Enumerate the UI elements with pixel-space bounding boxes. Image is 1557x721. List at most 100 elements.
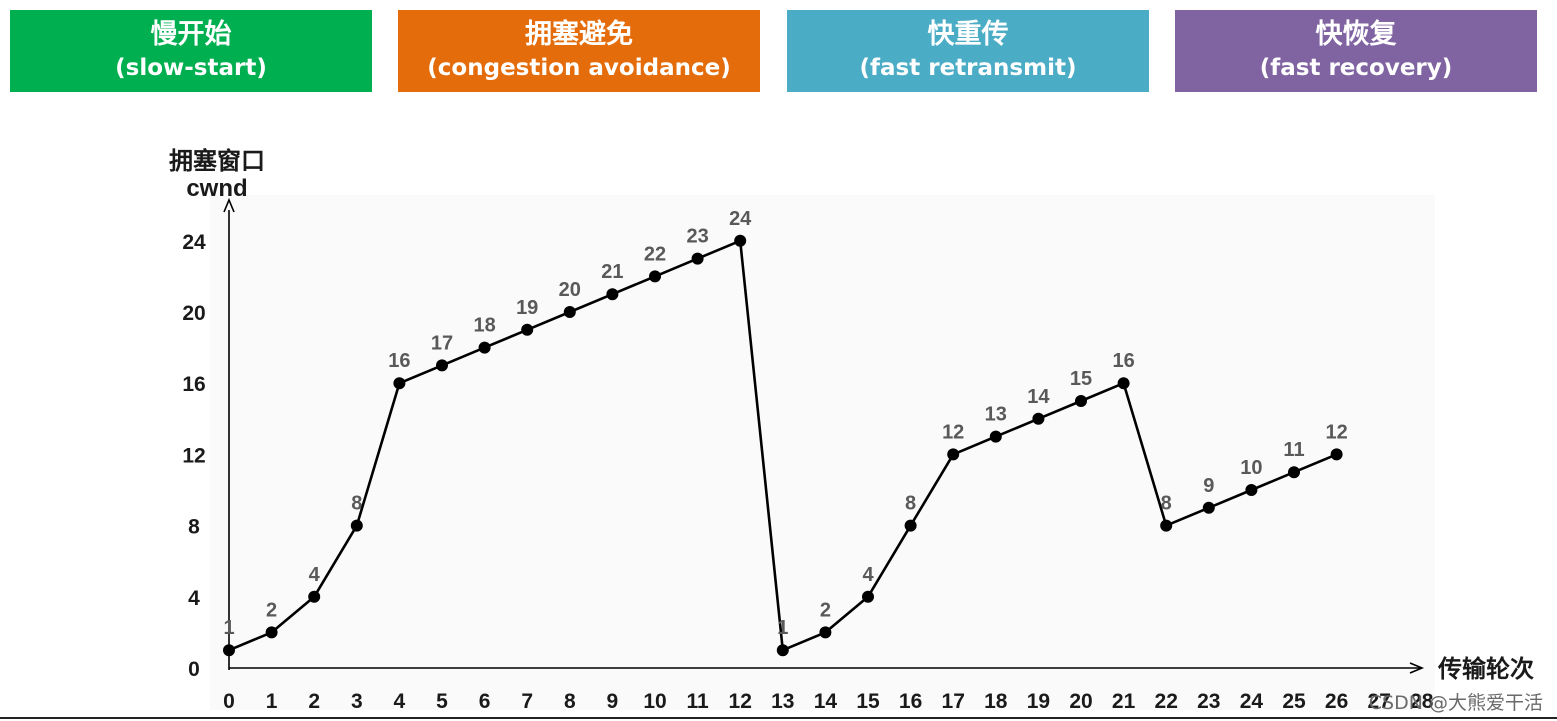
x-tick-label: 15 xyxy=(856,690,880,713)
data-point xyxy=(265,626,278,639)
data-label: 11 xyxy=(1283,439,1304,461)
phase-title-zh: 快恢复 xyxy=(1315,19,1397,50)
y-axis-subtitle: cwnd xyxy=(186,175,247,202)
x-tick-label: 19 xyxy=(1027,690,1050,713)
y-tick-label: 12 xyxy=(182,444,205,467)
data-label: 8 xyxy=(905,493,916,515)
x-tick-label: 22 xyxy=(1155,690,1178,713)
y-axis-title: 拥塞窗口 xyxy=(169,147,265,175)
data-label: 16 xyxy=(1112,350,1134,372)
data-label: 2 xyxy=(266,599,277,621)
phase-box-slow-start: 慢开始 (slow-start) xyxy=(10,10,372,92)
data-point xyxy=(1032,412,1045,425)
y-tick-label: 16 xyxy=(182,373,205,396)
data-label: 16 xyxy=(388,350,410,372)
data-label: 13 xyxy=(985,404,1007,426)
x-tick-label: 17 xyxy=(942,690,965,713)
x-tick-label: 9 xyxy=(607,690,619,713)
data-point xyxy=(521,323,534,336)
y-tick-label: 20 xyxy=(182,302,205,325)
x-tick-label: 11 xyxy=(686,690,709,713)
data-label: 23 xyxy=(686,226,708,248)
data-label: 17 xyxy=(431,332,453,354)
phase-bar: 慢开始 (slow-start) 拥塞避免 (congestion avoida… xyxy=(0,10,1557,94)
data-label: 4 xyxy=(309,564,321,586)
data-label: 8 xyxy=(351,493,362,515)
x-tick-label: 25 xyxy=(1282,690,1306,713)
phase-box-congestion-avoidance: 拥塞避免 (congestion avoidance) xyxy=(398,10,760,92)
data-point xyxy=(904,519,917,532)
data-label: 15 xyxy=(1070,368,1092,390)
data-point xyxy=(308,590,321,603)
x-tick-label: 28 xyxy=(1410,690,1434,713)
x-tick-label: 1 xyxy=(266,690,278,713)
data-point xyxy=(223,644,235,657)
bottom-divider xyxy=(0,717,1557,719)
data-label: 9 xyxy=(1203,475,1214,497)
x-tick-label: 0 xyxy=(223,690,235,713)
data-point xyxy=(350,519,363,532)
x-tick-label: 3 xyxy=(351,690,363,713)
y-tick-label: 24 xyxy=(182,231,206,254)
data-label: 18 xyxy=(473,315,495,337)
x-tick-label: 21 xyxy=(1112,690,1136,713)
x-tick-label: 6 xyxy=(479,690,491,713)
y-axis-arrow xyxy=(223,197,235,213)
x-tick-label: 8 xyxy=(564,690,576,713)
x-tick-label: 20 xyxy=(1069,690,1092,713)
data-point xyxy=(1202,501,1215,514)
y-tick-label: 0 xyxy=(188,658,200,681)
x-axis-arrow xyxy=(1409,662,1425,674)
x-tick-label: 4 xyxy=(394,690,406,713)
x-tick-label: 18 xyxy=(984,690,1008,713)
data-point xyxy=(862,590,874,603)
data-label: 12 xyxy=(1325,421,1347,443)
data-label: 12 xyxy=(942,421,964,443)
data-point xyxy=(1160,519,1173,532)
data-point xyxy=(734,234,747,247)
data-label: 20 xyxy=(559,279,581,301)
data-label: 1 xyxy=(777,617,788,639)
data-point xyxy=(1288,466,1300,479)
data-label: 1 xyxy=(223,617,234,639)
phase-title-zh: 快重传 xyxy=(927,19,1009,50)
y-tick-label: 4 xyxy=(188,587,200,610)
data-point xyxy=(649,270,661,283)
data-label: 2 xyxy=(820,599,831,621)
data-point xyxy=(1330,448,1343,461)
x-tick-label: 10 xyxy=(643,690,666,713)
data-label: 24 xyxy=(729,208,752,230)
data-point xyxy=(563,306,576,318)
data-label: 10 xyxy=(1240,457,1262,479)
data-point xyxy=(1117,377,1130,390)
x-tick-label: 16 xyxy=(899,690,922,713)
data-point xyxy=(1245,484,1258,496)
phase-title-en: (fast retransmit) xyxy=(859,55,1077,81)
phase-title-zh: 慢开始 xyxy=(150,19,232,50)
phase-title-en: (congestion avoidance) xyxy=(427,55,731,81)
watermark: CSDN @大熊爱干活 xyxy=(1368,692,1543,714)
x-tick-label: 13 xyxy=(771,690,794,713)
data-point xyxy=(478,341,491,354)
data-label: 8 xyxy=(1161,493,1172,515)
x-tick-label: 12 xyxy=(729,690,752,713)
data-point xyxy=(606,288,619,301)
data-point xyxy=(776,644,789,657)
x-tick-label: 26 xyxy=(1325,690,1348,713)
x-axis-title: 传输轮次 xyxy=(1437,655,1534,683)
data-point xyxy=(947,448,960,461)
x-tick-label: 14 xyxy=(814,690,838,713)
data-label: 21 xyxy=(601,261,623,283)
y-tick-label: 8 xyxy=(188,516,200,539)
data-point xyxy=(1075,395,1087,407)
phase-title-en: (slow-start) xyxy=(115,55,267,81)
data-point xyxy=(989,430,1002,443)
data-label: 4 xyxy=(862,564,874,586)
data-label: 19 xyxy=(516,297,538,319)
data-label: 22 xyxy=(644,243,666,265)
phase-box-fast-retransmit: 快重传 (fast retransmit) xyxy=(787,10,1149,92)
x-tick-label: 5 xyxy=(436,690,448,713)
x-tick-label: 7 xyxy=(521,690,533,713)
data-point xyxy=(691,252,704,265)
